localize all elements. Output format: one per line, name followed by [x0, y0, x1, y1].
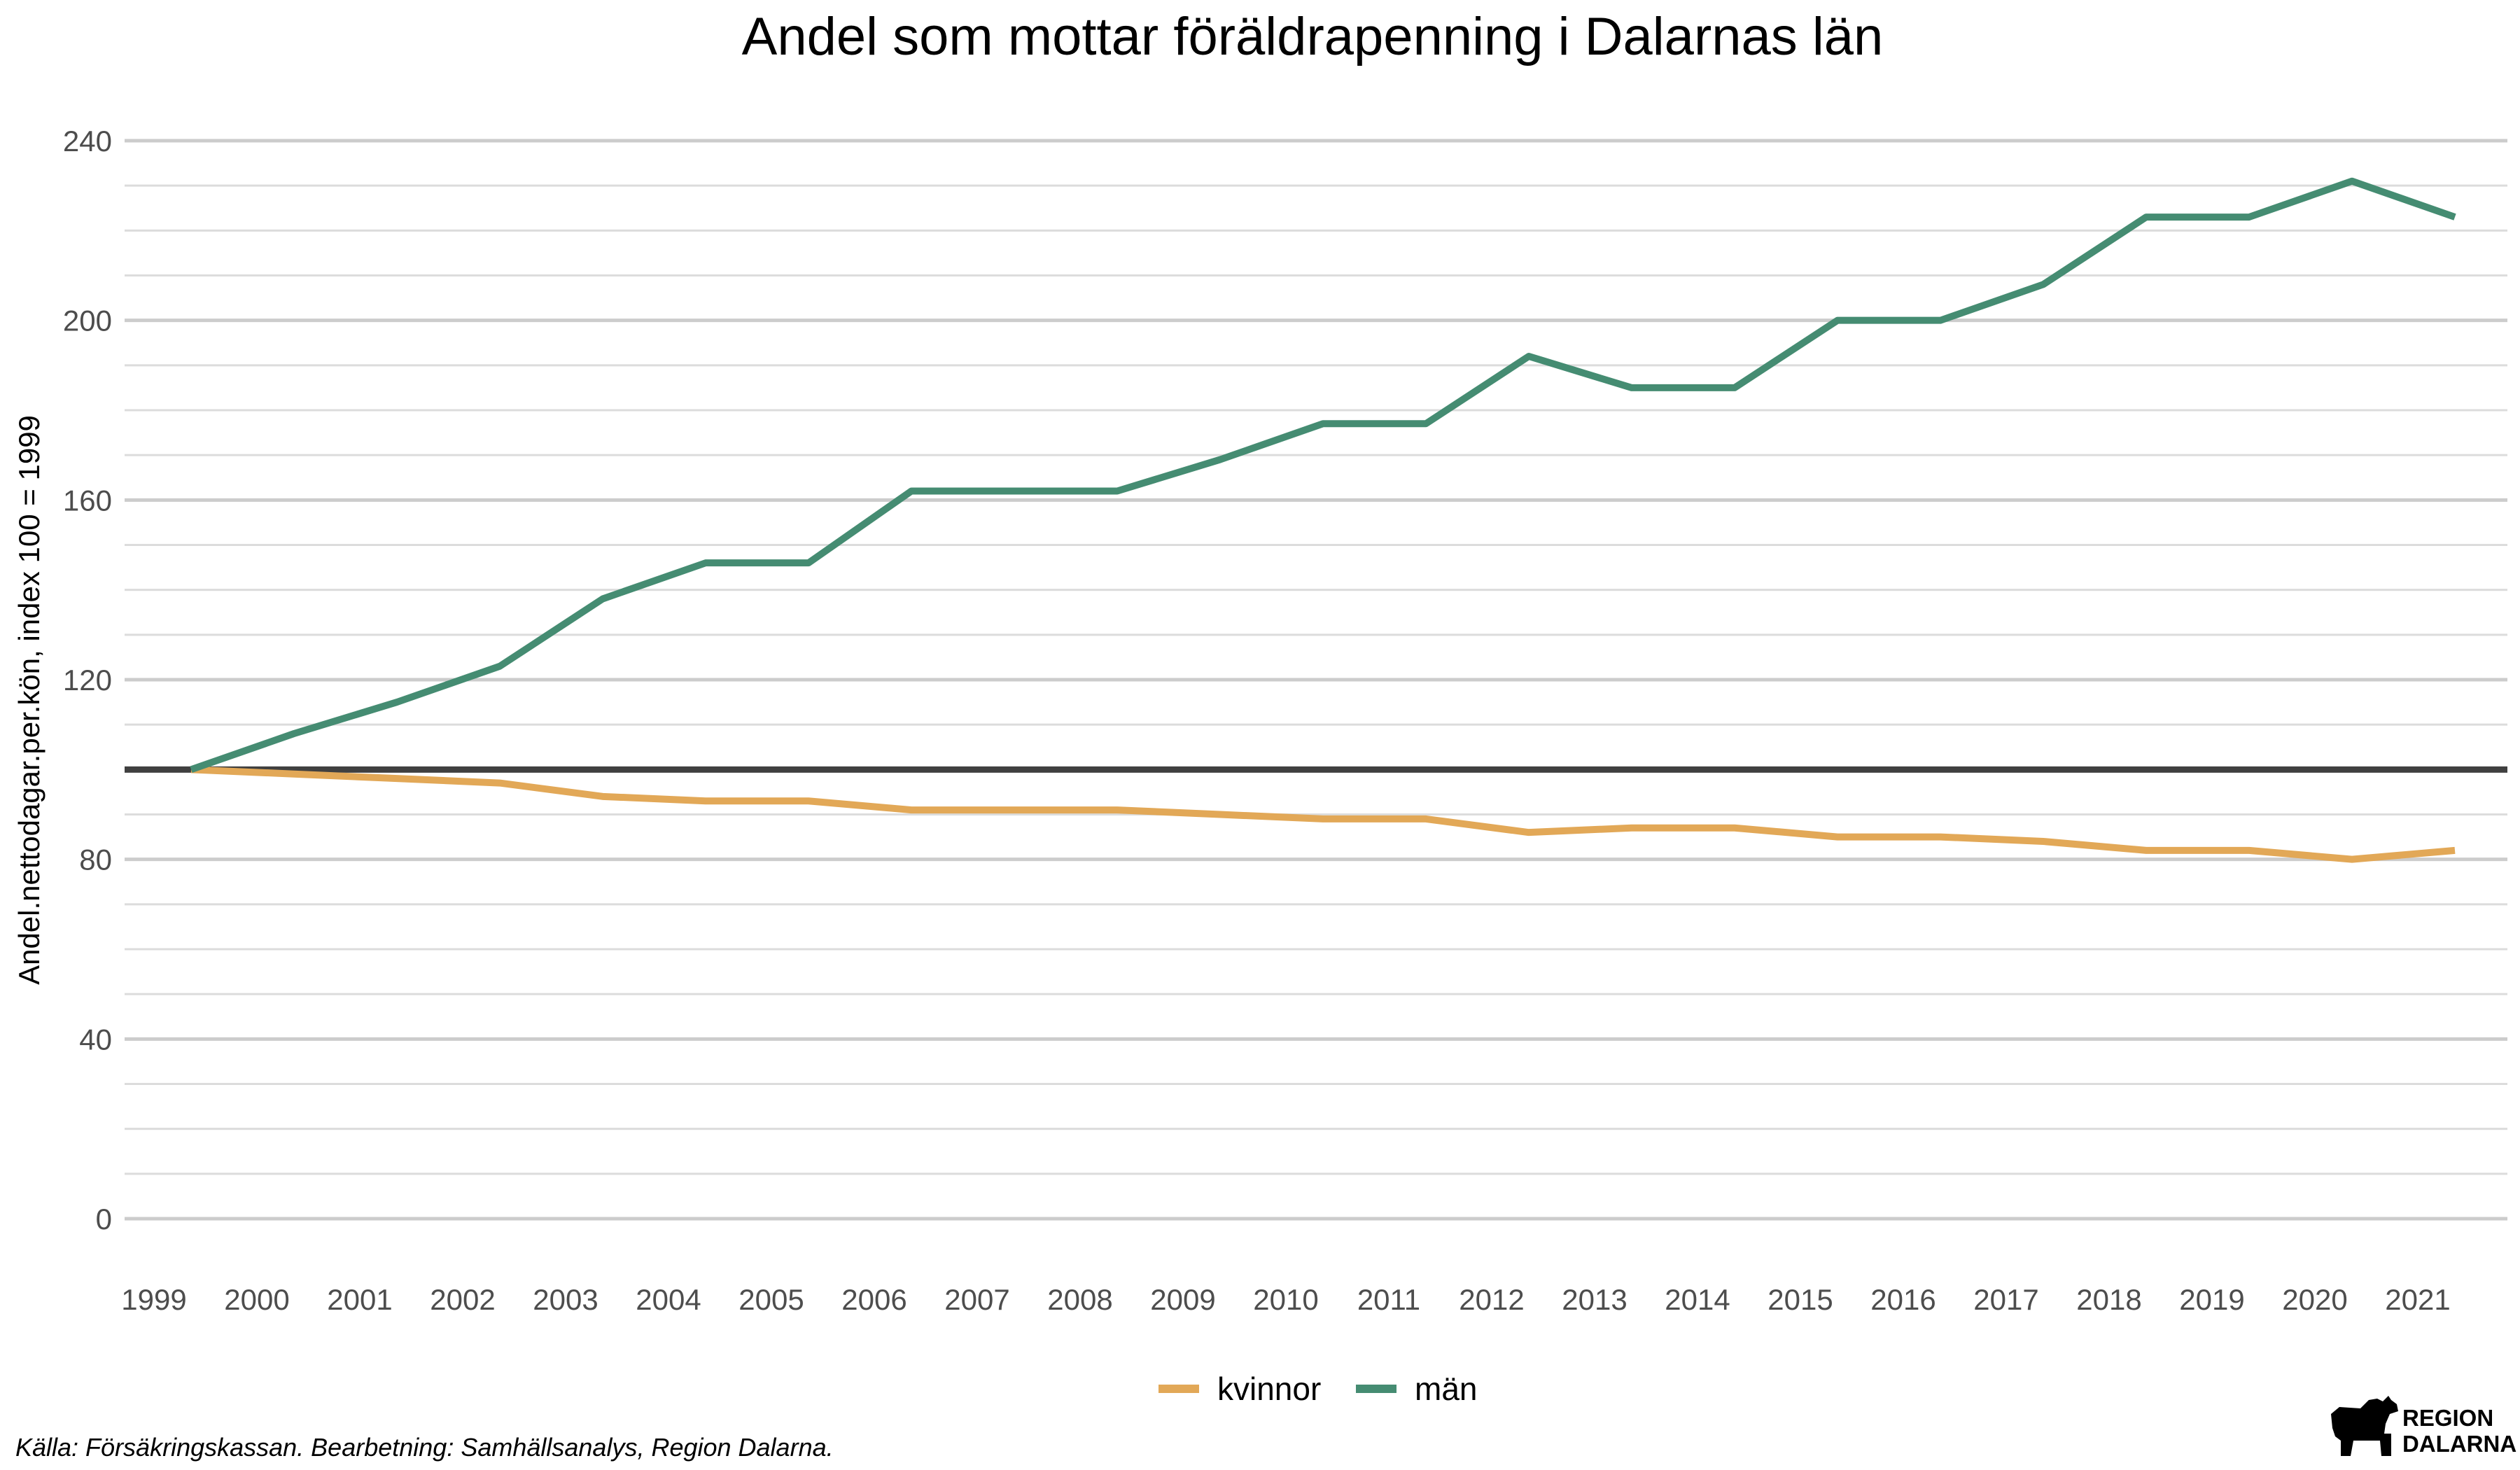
x-tick-label: 2014: [1665, 1283, 1730, 1316]
y-tick-label: 200: [63, 304, 112, 337]
x-tick-label: 2003: [533, 1283, 598, 1316]
x-tick-label: 2007: [944, 1283, 1009, 1316]
y-tick-label: 120: [63, 664, 112, 696]
x-tick-label: 2004: [636, 1283, 701, 1316]
logo-line-1: REGION: [2402, 1405, 2493, 1431]
x-tick-label: 2019: [2179, 1283, 2244, 1316]
x-tick-label: 2015: [1768, 1283, 1833, 1316]
series-lines: [190, 177, 2456, 863]
y-tick-label: 160: [63, 484, 112, 517]
source-caption: Källa: Försäkringskassan. Bearbetning: S…: [15, 1433, 834, 1462]
x-tick-label: 2021: [2385, 1283, 2450, 1316]
series-line-män: [190, 177, 2456, 774]
legend-label: kvinnor: [1217, 1371, 1321, 1407]
x-tick-label: 2012: [1459, 1283, 1524, 1316]
y-tick-label: 40: [79, 1023, 112, 1056]
x-tick-label: 2018: [2076, 1283, 2141, 1316]
x-tick-label: 2008: [1047, 1283, 1112, 1316]
chart-title: Andel som mottar föräldrapenning i Dalar…: [742, 7, 1884, 66]
x-tick-labels: 1999 2000 2001 2002 2003 2004 2005 2006 2007 2008…: [121, 1283, 2450, 1316]
x-tick-label: 2002: [430, 1283, 495, 1316]
y-axis-label: Andel.nettodagar.per.kön, index 100 = 19…: [13, 415, 46, 985]
x-tick-label: 2016: [1870, 1283, 1935, 1316]
region-logo: REGION DALARNA: [2331, 1396, 2516, 1457]
x-tick-label: 2020: [2282, 1283, 2347, 1316]
y-tick-label: 0: [96, 1203, 112, 1236]
x-tick-label: 2011: [1357, 1283, 1420, 1316]
x-tick-label: 2017: [1973, 1283, 2038, 1316]
x-tick-label: 2009: [1150, 1283, 1215, 1316]
legend: kvinnor män: [1158, 1371, 1477, 1407]
x-tick-label: 1999: [121, 1283, 186, 1316]
y-tick-label: 240: [63, 125, 112, 158]
legend-label: män: [1415, 1371, 1477, 1407]
x-tick-label: 2013: [1562, 1283, 1627, 1316]
series-line-kvinnor: [190, 766, 2456, 863]
x-tick-label: 2000: [224, 1283, 289, 1316]
dala-horse-icon: [2331, 1396, 2398, 1456]
gridlines: [125, 139, 2507, 1221]
x-tick-label: 2005: [738, 1283, 804, 1316]
x-tick-label: 2010: [1253, 1283, 1318, 1316]
x-tick-label: 2001: [327, 1283, 392, 1316]
y-tick-labels: 0 40 80 120 160 200 240: [63, 125, 112, 1236]
logo-line-2: DALARNA: [2402, 1431, 2516, 1457]
x-tick-label: 2006: [841, 1283, 906, 1316]
y-tick-label: 80: [79, 844, 112, 876]
